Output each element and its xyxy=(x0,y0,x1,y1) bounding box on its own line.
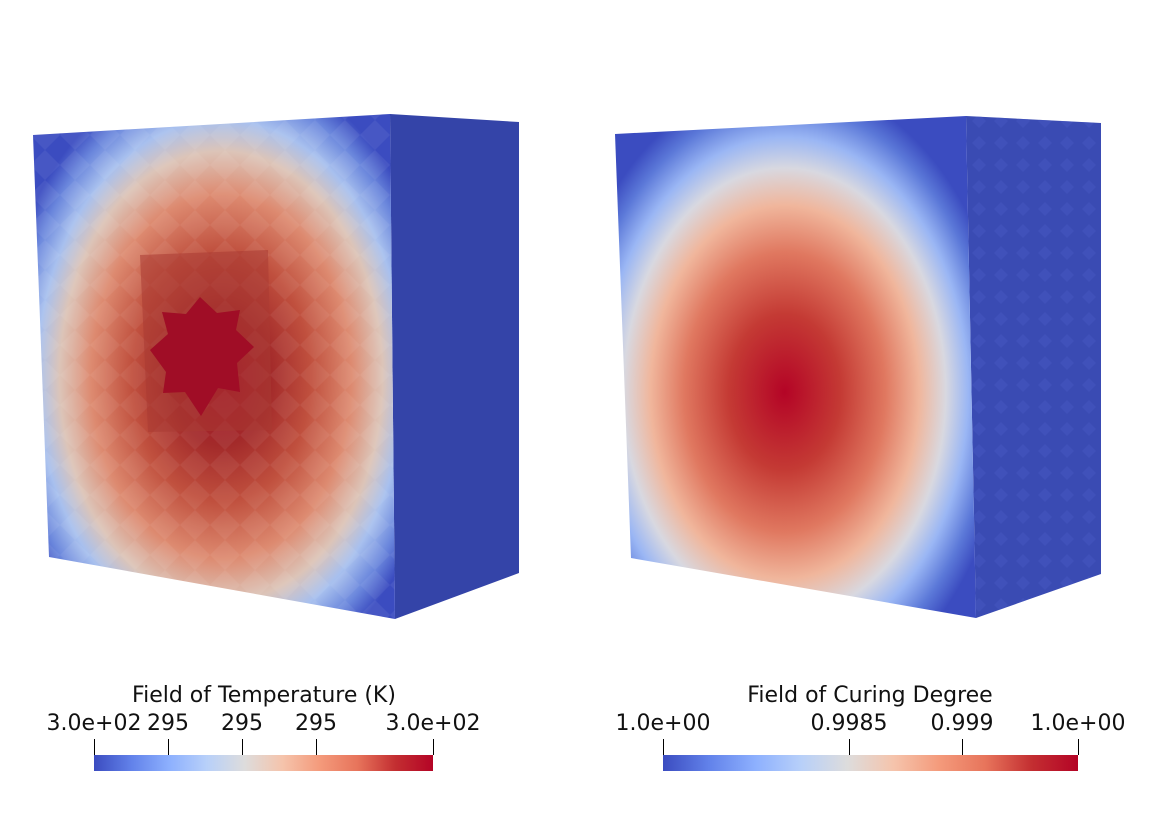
tick-label: 0.9985 xyxy=(810,711,888,736)
curing-legend: Field of Curing Degree 1.0e+00 0.9985 0.… xyxy=(616,683,1125,773)
tick-mark xyxy=(663,739,664,755)
curing-colorbar xyxy=(663,755,1078,771)
tick-label: 295 xyxy=(295,711,337,736)
tick-label: 0.999 xyxy=(930,711,994,736)
curing-cube-front-face xyxy=(615,116,976,618)
tick-label: 295 xyxy=(221,711,263,736)
tick-label: 3.0e+02 xyxy=(385,711,481,736)
tick-mark xyxy=(433,739,434,755)
temperature-legend: Field of Temperature (K) 3.0e+02 295 295… xyxy=(44,683,484,773)
temperature-hot-core xyxy=(150,297,254,416)
curing-cube xyxy=(615,116,1101,618)
tick-mark xyxy=(168,739,169,755)
tick-mark xyxy=(316,739,317,755)
tick-label: 3.0e+02 xyxy=(46,711,142,736)
tick-mark xyxy=(962,739,963,755)
render-view xyxy=(33,114,1101,619)
legend-title: Field of Temperature (K) xyxy=(132,683,396,708)
tick-label: 1.0e+00 xyxy=(615,711,711,736)
tick-mark xyxy=(1078,739,1079,755)
temperature-colorbar xyxy=(94,755,433,771)
temperature-cube xyxy=(33,114,519,619)
tick-mark xyxy=(242,739,243,755)
legend-title: Field of Curing Degree xyxy=(747,683,993,708)
tick-mark xyxy=(849,739,850,755)
tick-label: 1.0e+00 xyxy=(1030,711,1126,736)
tick-mark xyxy=(94,739,95,755)
tick-label: 295 xyxy=(147,711,189,736)
temperature-cube-side-face xyxy=(390,114,519,619)
